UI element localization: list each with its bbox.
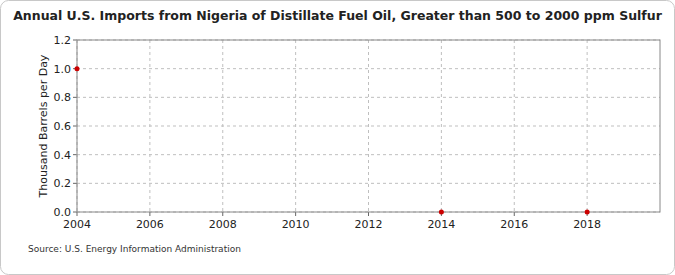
- x-tick: [149, 212, 150, 216]
- x-tick-label: 2006: [136, 218, 164, 231]
- y-grid: [77, 68, 660, 69]
- y-grid: [77, 183, 660, 184]
- y-tick-label: 0.4: [54, 149, 72, 162]
- chart-root: Annual U.S. Imports from Nigeria of Dist…: [0, 0, 675, 275]
- x-tick: [77, 212, 78, 216]
- x-tick-label: 2008: [209, 218, 237, 231]
- y-tick-label: 1.0: [54, 63, 72, 76]
- source-note: Source: U.S. Energy Information Administ…: [28, 244, 241, 254]
- x-tick: [222, 212, 223, 216]
- y-tick: [73, 97, 77, 98]
- y-tick-label: 0.6: [54, 120, 72, 133]
- y-tick-label: 1.2: [54, 34, 72, 47]
- x-tick-label: 2014: [427, 218, 455, 231]
- series-group: [75, 66, 590, 214]
- x-grid: [149, 40, 150, 212]
- x-tick: [368, 212, 369, 216]
- y-tick-label: 0.2: [54, 177, 72, 190]
- x-grid: [441, 40, 442, 212]
- data-point: [585, 210, 590, 215]
- x-grid: [514, 40, 515, 212]
- x-tick-label: 2012: [355, 218, 383, 231]
- data-point: [439, 210, 444, 215]
- x-grid: [295, 40, 296, 212]
- x-tick: [295, 212, 296, 216]
- y-tick: [73, 40, 77, 41]
- plot-frame: [77, 40, 660, 212]
- data-point: [75, 66, 80, 71]
- chart-svg: Annual U.S. Imports from Nigeria of Dist…: [0, 0, 675, 275]
- x-tick-label: 2016: [500, 218, 528, 231]
- title: Annual U.S. Imports from Nigeria of Dist…: [13, 8, 662, 23]
- x-grid: [222, 40, 223, 212]
- x-tick-label: 2010: [282, 218, 310, 231]
- y-tick: [73, 212, 77, 213]
- x-grid: [368, 40, 369, 212]
- x-tick-label: 2004: [63, 218, 91, 231]
- x-tick-label: 2018: [573, 218, 601, 231]
- y-tick: [73, 154, 77, 155]
- x-grid: [587, 40, 588, 212]
- outer-frame: [1, 1, 675, 275]
- plot-bg: [77, 40, 660, 212]
- y-tick: [73, 183, 77, 184]
- y-tick: [73, 126, 77, 127]
- y-tick-label: 0.8: [54, 91, 72, 104]
- y-axis-label: Thousand Barrels per Day: [37, 54, 50, 198]
- x-tick: [514, 212, 515, 216]
